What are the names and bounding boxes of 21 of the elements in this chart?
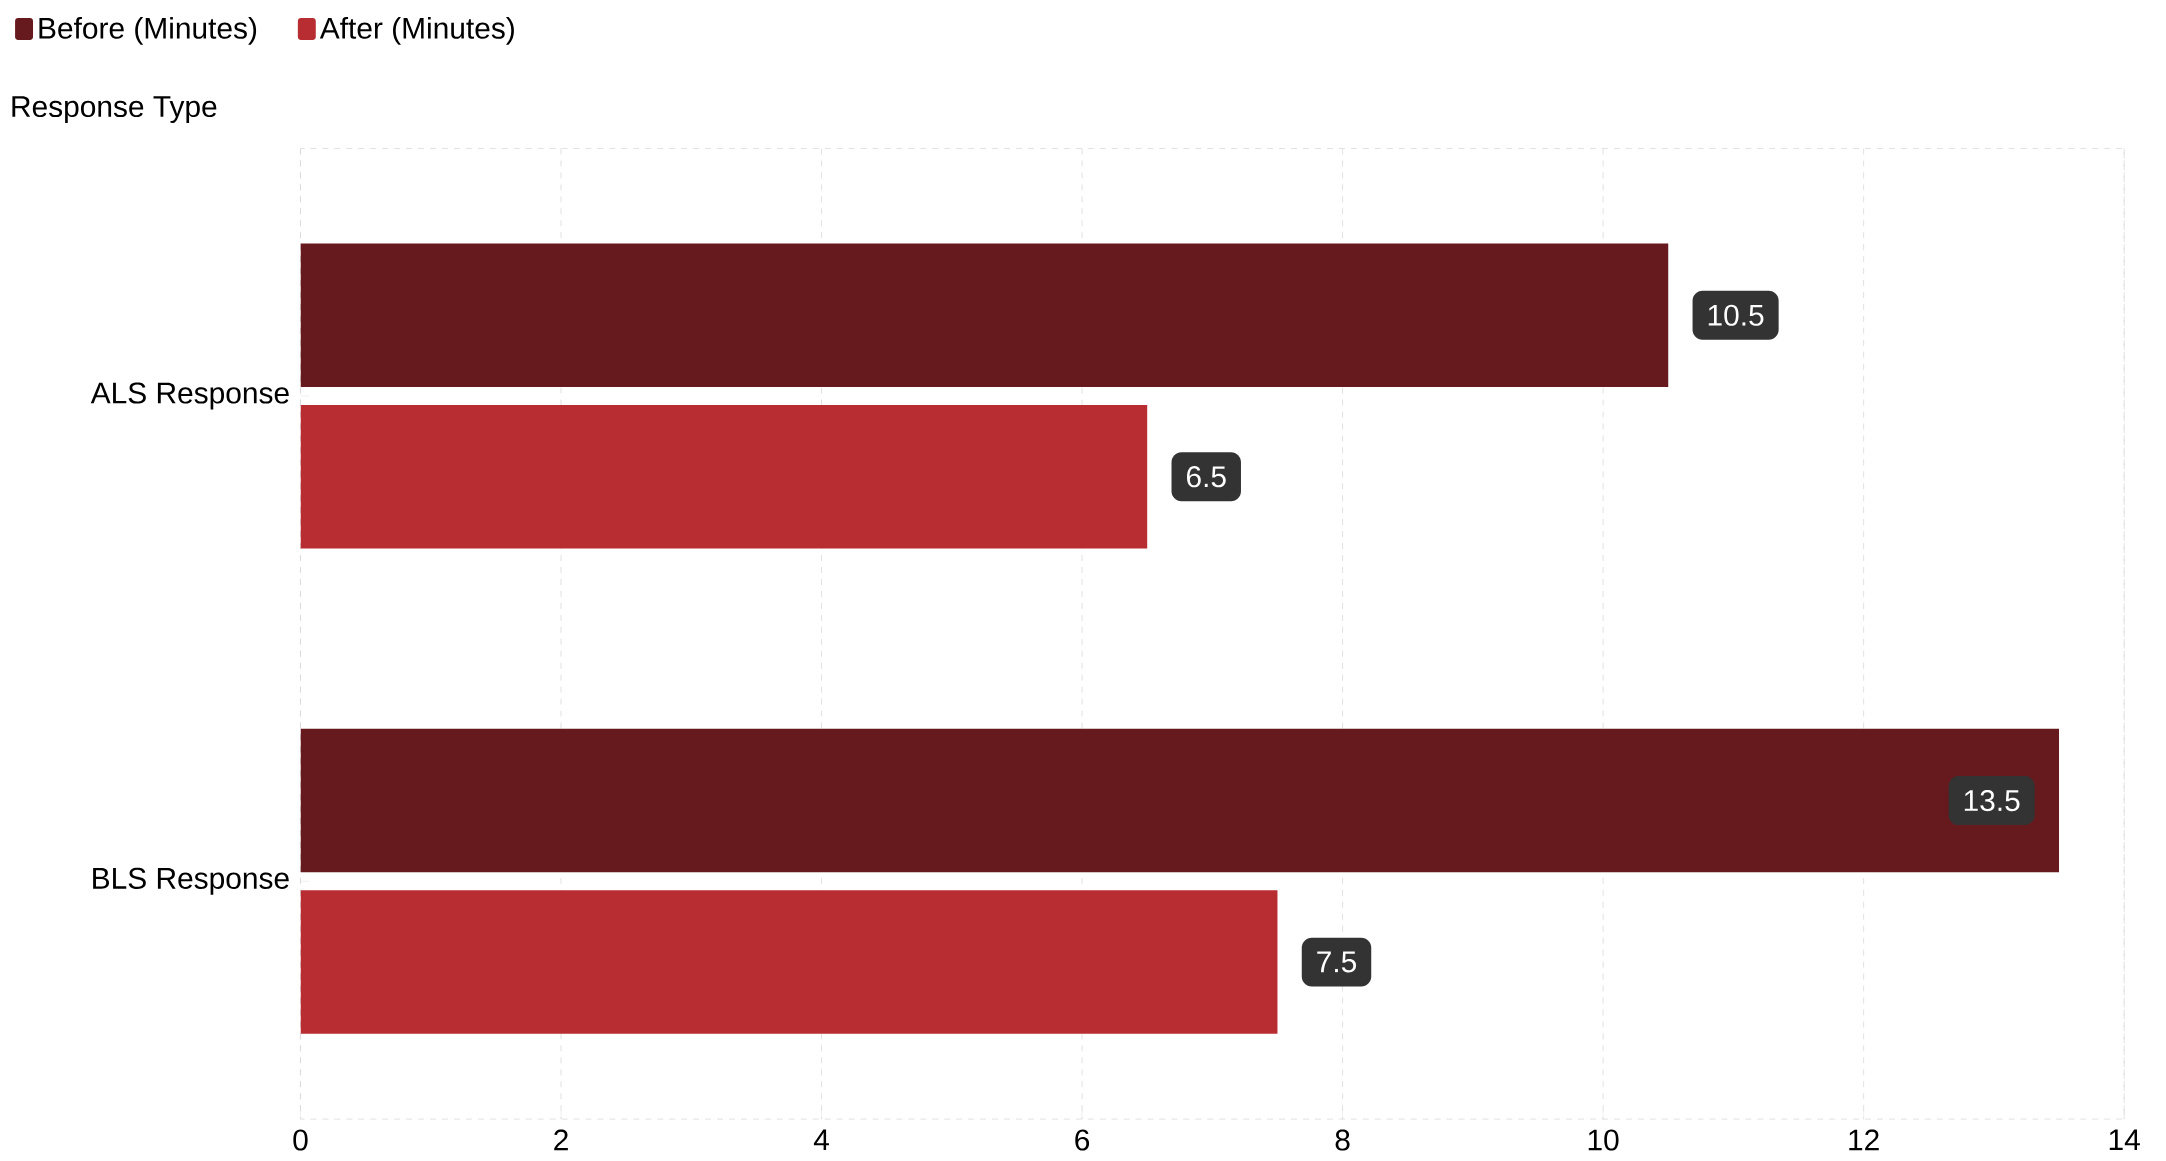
x-tick-label: 4 [813, 1129, 829, 1151]
bar [300, 890, 1278, 1034]
x-tick-label: 6 [1075, 1129, 1090, 1151]
x-tick-label: 0 [293, 1129, 308, 1151]
x-tick-label: 12 [1849, 1129, 1879, 1151]
x-tick-label: 8 [1335, 1129, 1350, 1151]
data-label: 7.5 [1317, 951, 1357, 973]
y-tick-label: BLS Response [93, 867, 289, 895]
y-axis-title: Response Type [12, 96, 217, 124]
legend-label: Before (Minutes) [39, 16, 257, 45]
y-tick-label: ALS Response [90, 382, 289, 410]
x-tick-label: 10 [1588, 1129, 1619, 1151]
x-tick-label: 2 [554, 1129, 568, 1151]
data-label: 10.5 [1708, 304, 1764, 326]
x-tick-label: 14 [2109, 1129, 2140, 1151]
data-label: 13.5 [1964, 790, 2020, 812]
bar [300, 404, 1148, 549]
bar [300, 243, 1669, 388]
bar [300, 728, 2060, 873]
legend-label: After (Minutes) [319, 16, 514, 45]
data-label: 6.5 [1186, 466, 1226, 488]
